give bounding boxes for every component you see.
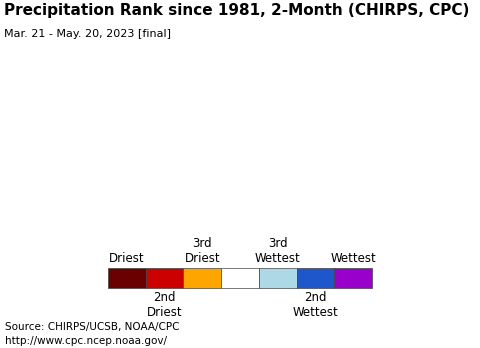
Bar: [297, 268, 334, 288]
Bar: [183, 268, 221, 288]
Bar: [259, 268, 297, 288]
Text: Precipitation Rank since 1981, 2-Month (CHIRPS, CPC): Precipitation Rank since 1981, 2-Month (…: [4, 2, 469, 17]
Text: 3rd
Driest: 3rd Driest: [184, 237, 220, 265]
Text: Driest: Driest: [109, 252, 144, 265]
Text: Wettest: Wettest: [330, 252, 376, 265]
Text: Source: CHIRPS/UCSB, NOAA/CPC: Source: CHIRPS/UCSB, NOAA/CPC: [5, 322, 180, 332]
Bar: [146, 268, 183, 288]
Text: http://www.cpc.ncep.noaa.gov/: http://www.cpc.ncep.noaa.gov/: [5, 337, 167, 346]
Text: Mar. 21 - May. 20, 2023 [final]: Mar. 21 - May. 20, 2023 [final]: [4, 29, 171, 39]
Text: 3rd
Wettest: 3rd Wettest: [255, 237, 300, 265]
Text: 2nd
Wettest: 2nd Wettest: [292, 291, 338, 319]
Bar: [221, 268, 259, 288]
Bar: [108, 268, 146, 288]
Text: 2nd
Driest: 2nd Driest: [147, 291, 182, 319]
Bar: [334, 268, 372, 288]
